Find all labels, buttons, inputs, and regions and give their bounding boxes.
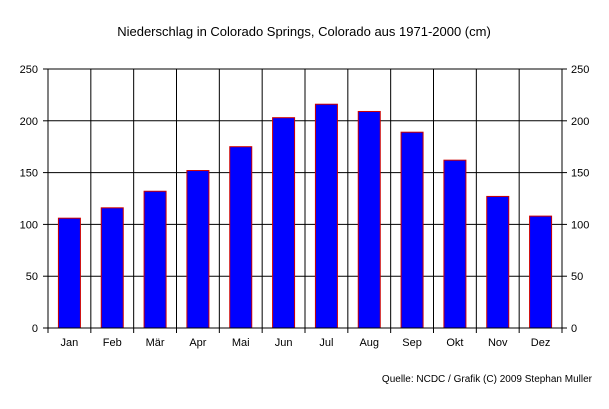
bar-aug [357, 110, 381, 329]
bar-apr [186, 170, 210, 329]
x-tick-label: Jul [319, 337, 333, 349]
bar-sep [400, 131, 424, 329]
bar-nov [486, 195, 510, 329]
grid-lines [47, 68, 563, 329]
y-tick-label-right: 250 [571, 64, 589, 76]
source-note: Quelle: NCDC / Grafik (C) 2009 Stephan M… [382, 374, 593, 385]
y-tick-label-right: 50 [571, 271, 583, 283]
x-tick-label: Jun [275, 337, 293, 349]
y-tick-label-left: 250 [20, 64, 38, 76]
x-tick-label: Aug [359, 337, 379, 349]
y-axis-right-ticks: 0 50 100 150 200 250 [571, 64, 589, 335]
bar-jun [272, 117, 296, 329]
x-tick-label: Okt [446, 337, 463, 349]
y-tick-label-right: 150 [571, 168, 589, 180]
bar-dez [529, 215, 553, 329]
bar-mai [229, 146, 253, 329]
x-tick-label: Mär [146, 337, 165, 349]
y-tick-label-right: 0 [571, 323, 577, 335]
bar-feb [100, 207, 124, 329]
bar-jul [314, 103, 338, 329]
x-tick-label: Nov [488, 337, 508, 349]
bar-jan [57, 217, 81, 329]
chart-title: Niederschlag in Colorado Springs, Colora… [117, 24, 491, 39]
x-tick-label: Jan [61, 337, 79, 349]
x-tick-label: Feb [103, 337, 122, 349]
y-tick-label-left: 150 [20, 168, 38, 180]
y-axis-left-ticks: 0 50 100 150 200 250 [20, 64, 38, 335]
x-axis-ticks: Jan Feb Mär Apr Mai Jun Jul Aug Sep Okt Nov Dez [61, 337, 551, 349]
y-tick-label-left: 0 [32, 323, 38, 335]
y-tick-label-left: 200 [20, 116, 38, 128]
y-tick-label-right: 100 [571, 219, 589, 231]
y-tick-label-right: 200 [571, 116, 589, 128]
plot-border [47, 68, 563, 329]
y-tick-label-left: 50 [26, 271, 38, 283]
y-tick-label-left: 100 [20, 219, 38, 231]
bars-group [57, 103, 553, 329]
x-tick-label: Dez [531, 337, 551, 349]
x-tick-label: Sep [402, 337, 422, 349]
bar-mär [143, 190, 167, 329]
bar-okt [443, 159, 467, 329]
x-tick-label: Mai [232, 337, 250, 349]
axes [43, 68, 567, 333]
x-tick-label: Apr [189, 337, 206, 349]
